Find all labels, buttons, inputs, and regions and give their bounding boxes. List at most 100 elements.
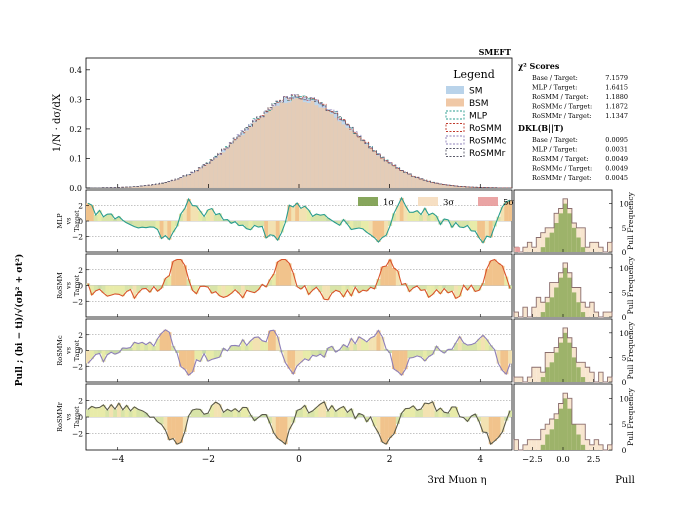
pull-bar [477, 417, 482, 422]
bsm-bar [415, 177, 420, 188]
pull-bar [422, 403, 427, 417]
pull-hist-core-bar [571, 424, 577, 450]
pull-bar [314, 285, 319, 288]
bsm-bar [291, 99, 296, 188]
pull-bar [484, 339, 489, 351]
chi2-row-value: 1.1872 [605, 103, 628, 111]
bsm-bar [349, 130, 354, 188]
pull-bar [434, 285, 439, 290]
sigma-legend: 1σ 3σ 5σ [358, 197, 514, 208]
legend-swatch [445, 148, 465, 157]
pull-hist-bar [514, 312, 519, 317]
pull-bar [457, 336, 462, 351]
pull-bar [202, 350, 207, 354]
pull-hist-bar [607, 312, 612, 317]
pull-bar [376, 417, 381, 433]
pull-bar [368, 285, 373, 288]
bsm-bar [217, 155, 222, 188]
pull-bar [109, 350, 114, 353]
pull-y-tick-label: −2 [72, 297, 83, 306]
pull-hist-bar [585, 439, 590, 450]
bsm-bar [395, 168, 400, 188]
pull-bar [225, 409, 230, 417]
pull-bar [190, 285, 195, 291]
pull-bar [175, 221, 180, 227]
pull-hist-bar [580, 362, 586, 382]
pull-bar [353, 343, 358, 351]
bsm-bar [473, 187, 478, 188]
pull-panel-rosmmc: 2 0 −2 RoSMMc vs Target [56, 318, 513, 383]
pull-bar [271, 221, 276, 236]
pull-bar [349, 338, 354, 351]
x-tick-label: −4 [111, 455, 125, 465]
pull-bar [163, 221, 168, 236]
pull-bar [326, 410, 331, 417]
pull-bar [163, 329, 168, 351]
pull-hist-core-bar [576, 434, 581, 450]
pull-bar [128, 221, 133, 225]
pull-bar [368, 221, 373, 235]
pull-bar [86, 203, 91, 221]
bsm-bar [376, 155, 381, 188]
dkl-row-value: 0.0031 [605, 146, 628, 154]
pull-bar [504, 201, 509, 221]
pull-bar [341, 406, 346, 417]
pull-bar [430, 285, 435, 295]
chi2-row-label: RoSMMr / Target: [532, 112, 592, 120]
pull-hist-y-tick-label: 0 [622, 446, 627, 455]
pull-bar [380, 266, 385, 286]
pull-hist-core-bar [549, 429, 555, 450]
pull-bar [465, 221, 470, 226]
pull-hist-y-label: Pull Frequency [626, 387, 635, 445]
pull-bar [326, 218, 331, 221]
pull-bar [116, 285, 122, 295]
pull-bar [217, 404, 222, 417]
pull-bar [345, 412, 350, 417]
bsm-bar [279, 102, 284, 188]
bsm-bar [256, 118, 261, 188]
pull-bar [244, 221, 249, 229]
bsm-bar [268, 108, 273, 188]
pull-bar [182, 265, 187, 286]
pull-bar [268, 330, 273, 351]
pull-bar [337, 285, 342, 292]
pull-bar [213, 285, 218, 292]
pull-bar [244, 345, 249, 351]
bsm-bar [341, 124, 346, 188]
pull-hist-core-bar [580, 247, 586, 252]
legend-swatch [445, 135, 465, 145]
pull-bar [481, 283, 486, 286]
pull-bar [248, 285, 253, 292]
pull-bar [407, 285, 412, 292]
pull-bar [140, 410, 145, 417]
bsm-bar [430, 182, 435, 188]
pull-bar [422, 208, 427, 221]
pull-bar [295, 203, 300, 221]
pull-axis-label: Pull ; (bi − ti)/√(σb² + σt²) [14, 254, 25, 386]
pull-hist-y-tick-label: 0 [622, 248, 627, 257]
bsm-bar [314, 105, 319, 188]
pull-bar [341, 285, 346, 297]
pull-bar [159, 417, 164, 425]
dkl-row-value: 0.0049 [605, 155, 628, 163]
pull-hist-core-bar [554, 287, 559, 317]
pull-hist-bar [531, 367, 537, 382]
pull-bar [465, 345, 470, 351]
pull-hist-core-bar [549, 297, 555, 317]
pull-bar [275, 221, 280, 241]
pull-bar [256, 221, 261, 228]
chi2-row-value: 1.1347 [605, 112, 628, 120]
pull-panel-label-line: Target [73, 210, 81, 232]
bsm-bar [306, 102, 311, 188]
pull-bar [240, 221, 245, 226]
pull-bar [399, 197, 404, 221]
pull-bar [306, 350, 311, 361]
pull-bar [477, 285, 482, 291]
pull-bar [217, 285, 222, 296]
pull-bar [144, 412, 149, 417]
pull-bar [322, 401, 327, 417]
pull-bar [147, 342, 153, 351]
pull-hist-y-label: Pull Frequency [626, 191, 635, 249]
pull-hist-bar [531, 439, 537, 450]
